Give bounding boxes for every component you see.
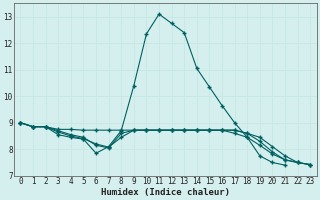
X-axis label: Humidex (Indice chaleur): Humidex (Indice chaleur): [101, 188, 230, 197]
